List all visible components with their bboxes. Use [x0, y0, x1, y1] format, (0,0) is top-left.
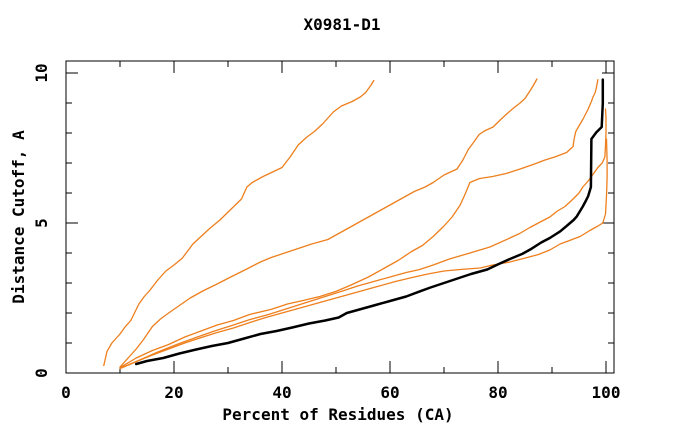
x-tick-label: 100 — [592, 383, 621, 402]
x-tick-label: 60 — [380, 383, 399, 402]
orange-curve-1 — [103, 79, 375, 367]
plot-border — [65, 60, 615, 374]
orange-curve-4 — [119, 108, 607, 370]
curves — [103, 78, 608, 370]
orange-curve-5 — [119, 138, 608, 370]
black-curve-target — [134, 78, 605, 366]
x-tick-label: 0 — [61, 383, 71, 402]
axis-ticks — [65, 61, 614, 374]
x-tick-label: 20 — [164, 383, 183, 402]
y-axis-label: Distance Cutoff, A — [9, 130, 28, 304]
chart-title: X0981-D1 — [303, 15, 380, 34]
y-tick-label: 5 — [32, 218, 51, 228]
tick-labels: 0 20 40 60 80 100 0 5 10 — [32, 63, 620, 402]
plot-frame — [65, 60, 615, 374]
orange-curve-3 — [119, 78, 599, 369]
y-tick-label: 10 — [32, 63, 51, 82]
x-tick-label: 40 — [272, 383, 291, 402]
x-axis-label: Percent of Residues (CA) — [222, 405, 453, 424]
y-tick-label: 0 — [32, 368, 51, 378]
x-tick-label: 80 — [488, 383, 507, 402]
orange-curve-2 — [119, 78, 538, 368]
